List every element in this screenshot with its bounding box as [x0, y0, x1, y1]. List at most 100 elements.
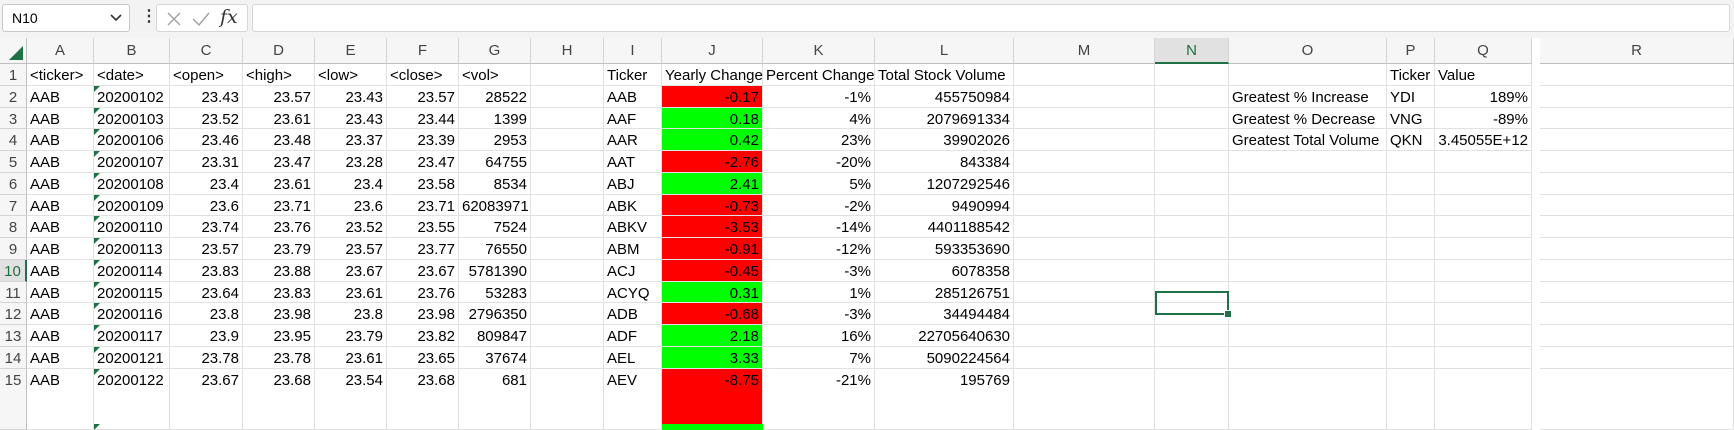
data-cell[interactable]: 20200116 [94, 303, 170, 325]
row-header-12[interactable]: 12 [0, 303, 27, 325]
fill-handle[interactable] [1224, 310, 1232, 318]
yearly-change-cell[interactable]: -8.75 [662, 369, 763, 430]
yearly-change-cell[interactable]: -0.68 [662, 303, 763, 325]
total-volume-cell[interactable]: 4401188542 [875, 216, 1014, 238]
data-cell[interactable]: 23.68 [243, 369, 315, 430]
total-volume-cell[interactable]: 455750984 [875, 86, 1014, 108]
data-cell[interactable]: 23.67 [387, 260, 459, 282]
data-cell[interactable]: 28522 [459, 86, 531, 108]
total-volume-cell[interactable]: 22705640630 [875, 325, 1014, 347]
data-cell[interactable]: 23.39 [387, 129, 459, 151]
empty-cell[interactable] [1435, 260, 1532, 282]
data-cell[interactable]: 23.67 [170, 369, 243, 430]
summary-ticker-cell[interactable]: ABM [604, 238, 662, 260]
empty-cell[interactable] [1435, 151, 1532, 173]
data-cell[interactable]: 23.78 [170, 347, 243, 369]
data-cell[interactable]: 23.57 [170, 238, 243, 260]
summary-header-cell[interactable]: Yearly Change [662, 64, 763, 86]
yearly-change-cell[interactable]: 3.33 [662, 347, 763, 369]
empty-cell[interactable] [1229, 64, 1387, 86]
data-cell[interactable]: 20200107 [94, 151, 170, 173]
empty-cell[interactable] [1387, 238, 1435, 260]
data-cell[interactable]: 23.55 [387, 216, 459, 238]
empty-cell[interactable] [1540, 282, 1734, 303]
column-header-l[interactable]: L [875, 38, 1014, 64]
empty-cell[interactable] [1014, 347, 1155, 369]
data-cell[interactable]: 23.68 [387, 369, 459, 430]
data-cell[interactable]: 2796350 [459, 303, 531, 325]
enter-check-icon[interactable] [191, 10, 211, 28]
row-header-7[interactable]: 7 [0, 195, 27, 216]
empty-cell[interactable] [1435, 282, 1532, 303]
empty-cell[interactable] [1387, 195, 1435, 216]
column-header-b[interactable]: B [94, 38, 170, 64]
data-cell[interactable]: 23.43 [170, 86, 243, 108]
yearly-change-cell[interactable]: -0.45 [662, 260, 763, 282]
data-cell[interactable]: 23.61 [315, 347, 387, 369]
summary-ticker-cell[interactable]: ABKV [604, 216, 662, 238]
empty-cell[interactable] [1014, 216, 1155, 238]
empty-cell[interactable] [1387, 347, 1435, 369]
percent-change-cell[interactable]: 16% [763, 325, 875, 347]
data-cell[interactable]: 23.65 [387, 347, 459, 369]
row-header-4[interactable]: 4 [0, 129, 27, 151]
summary-header-cell[interactable]: Ticker [604, 64, 662, 86]
greatest-label-cell[interactable]: Greatest % Increase [1229, 86, 1387, 108]
data-cell[interactable]: 23.52 [170, 108, 243, 129]
total-volume-cell[interactable]: 1207292546 [875, 173, 1014, 195]
data-cell[interactable]: 23.78 [243, 347, 315, 369]
data-cell[interactable]: 23.67 [315, 260, 387, 282]
data-cell[interactable]: 23.58 [387, 173, 459, 195]
column-header-m[interactable]: M [1014, 38, 1155, 64]
data-cell[interactable]: 23.71 [387, 195, 459, 216]
data-cell[interactable]: 23.4 [315, 173, 387, 195]
percent-change-cell[interactable]: -21% [763, 369, 875, 430]
insert-function-icon[interactable]: fx [220, 6, 238, 28]
empty-cell[interactable] [1155, 369, 1229, 430]
column-header-j[interactable]: J [662, 38, 763, 64]
column-header-k[interactable]: K [763, 38, 875, 64]
data-cell[interactable]: 23.77 [387, 238, 459, 260]
empty-cell[interactable] [1155, 325, 1229, 347]
header-cell[interactable]: <high> [243, 64, 315, 86]
column-header-d[interactable]: D [243, 38, 315, 64]
empty-cell[interactable] [1014, 325, 1155, 347]
column-header-g[interactable]: G [459, 38, 531, 64]
empty-cell[interactable] [1014, 238, 1155, 260]
data-cell[interactable]: 20200103 [94, 108, 170, 129]
empty-cell[interactable] [531, 151, 604, 173]
summary-ticker-cell[interactable]: AEV [604, 369, 662, 430]
empty-cell[interactable] [1435, 195, 1532, 216]
empty-cell[interactable] [1387, 303, 1435, 325]
empty-cell[interactable] [1540, 151, 1734, 173]
row-header-2[interactable]: 2 [0, 86, 27, 108]
empty-cell[interactable] [531, 129, 604, 151]
empty-cell[interactable] [1014, 260, 1155, 282]
empty-cell[interactable] [1435, 216, 1532, 238]
empty-cell[interactable] [1540, 260, 1734, 282]
data-cell[interactable]: 37674 [459, 347, 531, 369]
cancel-icon[interactable] [165, 10, 183, 28]
empty-cell[interactable] [1387, 282, 1435, 303]
data-cell[interactable]: 20200121 [94, 347, 170, 369]
column-header-p[interactable]: P [1387, 38, 1435, 64]
empty-cell[interactable] [531, 238, 604, 260]
data-cell[interactable]: 20200115 [94, 282, 170, 303]
summary-header-cell[interactable]: Total Stock Volume [875, 64, 1014, 86]
data-cell[interactable]: 23.9 [170, 325, 243, 347]
empty-cell[interactable] [1387, 325, 1435, 347]
empty-cell[interactable] [1014, 151, 1155, 173]
data-cell[interactable]: AAB [27, 347, 94, 369]
empty-cell[interactable] [1387, 216, 1435, 238]
row-header-10[interactable]: 10 [0, 260, 27, 282]
column-header-q[interactable]: Q [1435, 38, 1532, 64]
data-cell[interactable]: 23.4 [170, 173, 243, 195]
yearly-change-cell[interactable]: 0.31 [662, 282, 763, 303]
greatest-ticker-cell[interactable]: QKN [1387, 129, 1435, 151]
data-cell[interactable]: 23.74 [170, 216, 243, 238]
total-volume-cell[interactable]: 6078358 [875, 260, 1014, 282]
data-cell[interactable]: 20200117 [94, 325, 170, 347]
column-header-o[interactable]: O [1229, 38, 1387, 64]
total-volume-cell[interactable]: 34494484 [875, 303, 1014, 325]
data-cell[interactable]: 23.57 [315, 238, 387, 260]
